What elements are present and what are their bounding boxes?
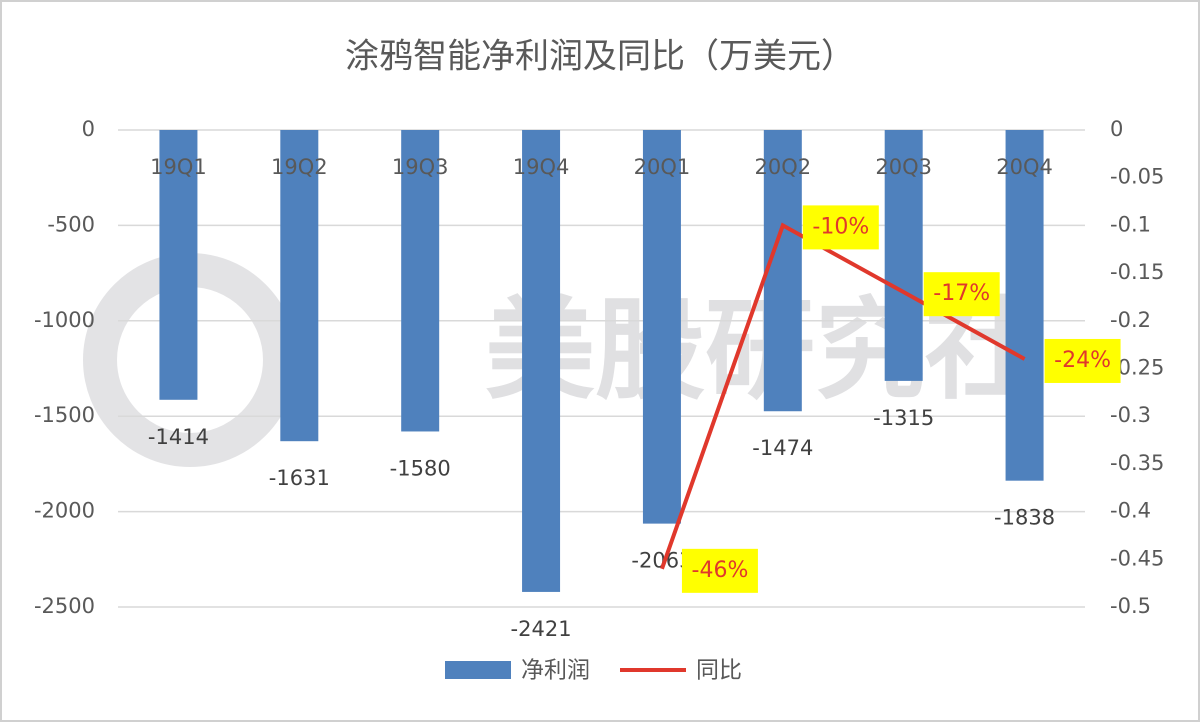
bar-value-label: -1315	[873, 406, 934, 430]
y-tick-label: -1500	[34, 403, 95, 427]
y-tick-label: -2500	[34, 594, 95, 618]
bar	[401, 130, 440, 432]
bar-value-label: -1631	[269, 466, 330, 490]
x-tick-label: 20Q1	[634, 155, 691, 179]
legend-label: 同比	[696, 658, 742, 684]
chart-title: 涂鸦智能净利润及同比（万美元）	[345, 37, 855, 77]
bar-value-label: -1838	[994, 506, 1055, 530]
x-tick-label: 19Q2	[271, 155, 328, 179]
line-value-label: -17%	[933, 281, 990, 306]
line-value-label: -10%	[812, 214, 869, 239]
bar	[1005, 130, 1044, 481]
bar-value-label: -1580	[390, 456, 451, 480]
y2-tick-label: 0	[1110, 117, 1123, 141]
x-tick-label: 19Q3	[392, 155, 449, 179]
bar-value-label: -2421	[511, 617, 572, 641]
bar-value-label: -1474	[752, 436, 813, 460]
value-label-box	[1044, 338, 1121, 383]
value-label-box	[923, 272, 1000, 317]
x-tick-label: 19Q1	[150, 155, 207, 179]
value-label-box	[802, 205, 879, 250]
y2-tick-label: -0.5	[1110, 594, 1151, 618]
legend-swatch	[445, 661, 511, 679]
bar	[884, 130, 923, 381]
bar	[642, 130, 681, 524]
line-value-label: -46%	[692, 558, 749, 583]
y2-tick-label: -0.3	[1110, 403, 1151, 427]
x-tick-label: 20Q3	[875, 155, 932, 179]
y-tick-label: -2000	[34, 499, 95, 523]
line	[660, 222, 1026, 570]
line-value-label: -24%	[1054, 348, 1111, 373]
bar	[280, 130, 319, 442]
y-tick-label: -1000	[34, 308, 95, 332]
y2-tick-label: -0.2	[1110, 308, 1151, 332]
bar	[763, 130, 802, 412]
y2-tick-label: -0.35	[1110, 451, 1164, 475]
x-tick-label: 19Q4	[513, 155, 570, 179]
value-label-box	[681, 548, 758, 593]
bar	[159, 130, 198, 400]
y2-tick-label: -0.15	[1110, 260, 1164, 284]
x-tick-label: 20Q4	[996, 155, 1053, 179]
bar-value-label: -1414	[148, 425, 209, 449]
y2-tick-label: -0.45	[1110, 546, 1164, 570]
y-tick-label: 0	[82, 117, 95, 141]
legend-label: 净利润	[521, 658, 590, 684]
bar	[522, 130, 561, 592]
y2-tick-label: -0.1	[1110, 212, 1151, 236]
x-tick-label: 20Q2	[755, 155, 812, 179]
y-tick-label: -500	[47, 212, 95, 236]
y2-tick-label: -0.05	[1110, 165, 1164, 189]
y2-tick-label: -0.4	[1110, 499, 1151, 523]
